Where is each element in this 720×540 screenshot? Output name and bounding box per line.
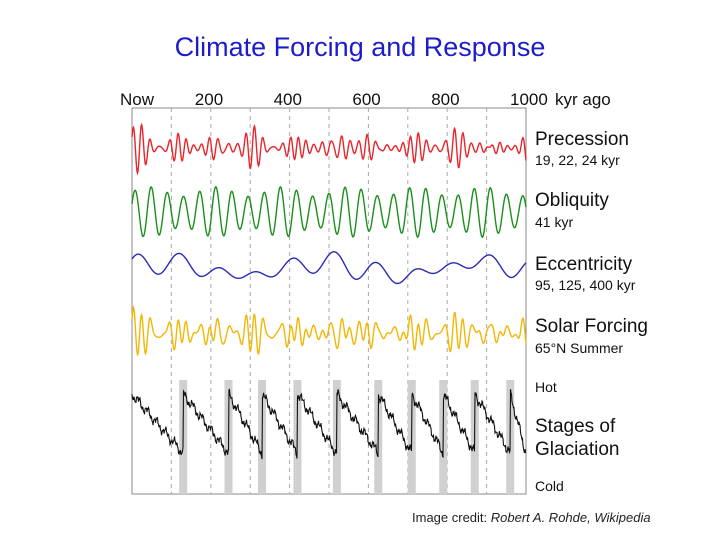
slide-title: Climate Forcing and Response	[174, 32, 546, 62]
series-label-eccentricity: Eccentricity	[535, 254, 633, 275]
series-sub-eccentricity: 95, 125, 400 kyr	[535, 277, 636, 293]
x-axis-unit-label: kyr ago	[555, 90, 611, 109]
obliquity-curve	[131, 185, 527, 238]
eccentricity-curve	[131, 251, 527, 285]
x-tick-label: Now	[120, 90, 155, 109]
x-tick-label: 600	[352, 90, 380, 109]
series-sub-precession: 19, 22, 24 kyr	[535, 152, 620, 168]
x-tick-label: 800	[431, 90, 459, 109]
solar-forcing-curve	[131, 305, 527, 357]
x-tick-label: 1000	[510, 90, 548, 109]
series-label-glaciation-line2: Glaciation	[535, 439, 620, 460]
precession-curve	[131, 122, 527, 176]
glaciation-scale-hot: Hot	[535, 379, 557, 395]
series-curves	[131, 122, 527, 460]
credit-prefix: Image credit:	[412, 510, 491, 525]
x-tick-label: 400	[274, 90, 302, 109]
series-label-solar-forcing: Solar Forcing	[535, 316, 648, 337]
credit-author: Robert A. Rohde, Wikipedia	[490, 510, 651, 525]
series-label-obliquity: Obliquity	[535, 190, 609, 211]
glaciation-scale-cold: Cold	[535, 478, 564, 494]
series-sub-obliquity: 41 kyr	[535, 214, 573, 230]
x-tick-label: 200	[195, 90, 223, 109]
image-credit: Image credit: Robert A. Rohde, Wikipedia	[412, 510, 651, 525]
x-axis-ticks: Now 200 400 600 800 1000	[120, 90, 548, 109]
series-label-glaciation-line1: Stages of	[535, 416, 616, 437]
series-sub-solar-forcing: 65°N Summer	[535, 340, 623, 356]
glaciation-curve	[131, 388, 527, 460]
series-label-precession: Precession	[535, 129, 629, 150]
